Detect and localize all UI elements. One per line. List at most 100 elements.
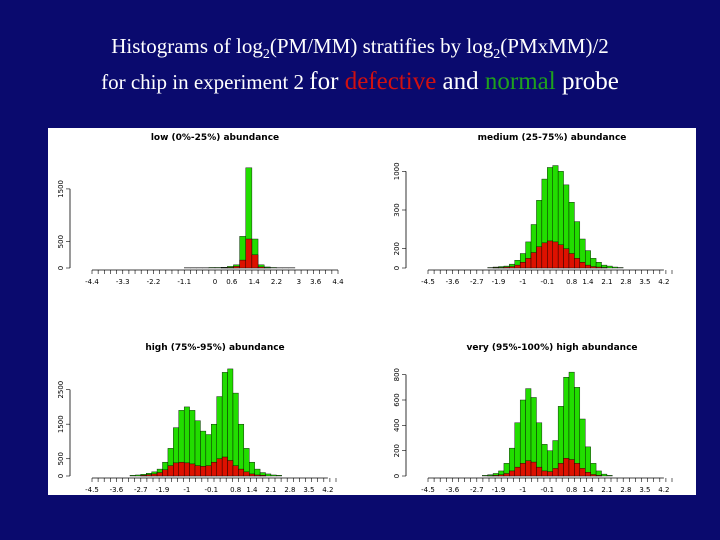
- defective-bar: [245, 238, 253, 269]
- defective-bar: [525, 258, 532, 269]
- defective-bar: [525, 460, 532, 477]
- panel-title: low (0%-25%) abundance: [151, 133, 279, 143]
- defective-bar: [167, 465, 174, 477]
- defective-bar: [557, 244, 564, 269]
- normal-bar: [574, 387, 581, 477]
- y-tick-label: 0: [393, 474, 401, 478]
- x-tick-label: 1.4: [246, 486, 258, 494]
- normal-bar: [270, 267, 277, 269]
- y-tick-label: 200: [393, 242, 401, 255]
- title-text-b: (PM/MM) stratifies by log: [269, 34, 494, 58]
- defective-bar: [536, 466, 543, 477]
- title-line2-a: for chip in experiment 2: [101, 70, 310, 94]
- panel-title: high (75%-95%) abundance: [145, 343, 284, 353]
- defective-bar: [503, 473, 510, 477]
- normal-bar: [208, 267, 216, 269]
- y-tick-label: 1500: [57, 180, 65, 198]
- defective-bar: [541, 242, 548, 269]
- x-tick-label: 1.4: [582, 278, 594, 286]
- title-line-1: Histograms of log2(PM/MM) stratifies by …: [0, 34, 720, 67]
- defective-bar: [243, 471, 250, 477]
- x-tick-label: 1.4: [249, 278, 261, 286]
- x-tick-label: 4.4: [332, 278, 344, 286]
- normal-bar: [482, 475, 488, 477]
- x-tick-label: -0.1: [540, 278, 554, 286]
- normal-bar: [606, 265, 613, 269]
- x-tick-label: -1: [183, 486, 190, 494]
- defective-bar: [541, 470, 548, 477]
- y-tick-label: 500: [57, 235, 65, 248]
- y-tick-label: 0: [57, 266, 65, 270]
- defective-bar: [563, 248, 570, 269]
- x-tick-label: -4.5: [421, 278, 435, 286]
- x-tick-label: 2.1: [601, 278, 612, 286]
- y-tick-label: 300: [393, 203, 401, 216]
- defective-bar: [200, 466, 207, 477]
- x-tick-label: 2.8: [620, 278, 631, 286]
- normal-bar: [585, 446, 591, 477]
- normal-bar: [606, 475, 613, 477]
- defective-bar: [257, 266, 265, 269]
- normal-bar: [265, 473, 272, 477]
- normal-bar: [579, 418, 586, 477]
- defective-bar: [574, 258, 581, 269]
- normal-bar: [590, 463, 597, 477]
- x-tick-label: -1: [519, 278, 526, 286]
- legend-defective-label: defective: [344, 68, 437, 95]
- title-sub-2: 2: [493, 47, 501, 63]
- x-tick-label: 0.8: [230, 486, 241, 494]
- defective-bar: [530, 252, 537, 269]
- defective-bar: [509, 266, 515, 269]
- x-tick-label: -3.6: [110, 486, 124, 494]
- defective-bar: [492, 475, 499, 477]
- defective-bar: [514, 466, 521, 477]
- defective-bar: [568, 253, 575, 269]
- x-tick-label: -4.4: [85, 278, 99, 286]
- defective-bar: [503, 266, 510, 269]
- normal-bar: [227, 368, 234, 477]
- defective-bar: [498, 474, 505, 477]
- x-tick-label: 3: [297, 278, 301, 286]
- defective-bar: [259, 475, 266, 477]
- x-tick-label: 3.6: [310, 278, 322, 286]
- plot-panel-background: [48, 128, 696, 495]
- defective-bar: [156, 472, 163, 477]
- defective-bar: [239, 259, 246, 269]
- defective-bar: [251, 254, 259, 269]
- defective-bar: [552, 241, 559, 269]
- defective-bar: [590, 266, 597, 269]
- defective-bar: [205, 465, 212, 477]
- x-tick-label: -1.1: [177, 278, 191, 286]
- x-tick-label: -3.6: [446, 278, 460, 286]
- x-tick-label: 2.8: [284, 486, 295, 494]
- defective-bar: [519, 463, 526, 477]
- y-tick-label: 0: [57, 474, 65, 478]
- title-line-2: for chip in experiment 2 for defective a…: [0, 68, 720, 96]
- defective-bar: [552, 468, 559, 477]
- defective-bar: [574, 463, 581, 477]
- defective-bar: [227, 267, 234, 269]
- defective-bar: [579, 262, 586, 269]
- defective-bar: [221, 456, 228, 477]
- defective-bar: [211, 461, 217, 477]
- x-tick-label: -0.1: [540, 486, 554, 494]
- defective-bar: [536, 246, 543, 269]
- defective-bar: [238, 468, 245, 477]
- defective-bar: [178, 461, 185, 477]
- title-line2-probe: probe: [555, 68, 619, 95]
- x-tick-label: -1.9: [492, 486, 506, 494]
- panel-title: very (95%-100%) high abundance: [466, 343, 637, 353]
- title-line2-for: for: [309, 68, 345, 95]
- y-tick-label: 500: [57, 452, 65, 465]
- title-text-a: Histograms of log: [111, 34, 263, 58]
- defective-bar: [547, 471, 553, 477]
- defective-bar: [249, 473, 255, 477]
- normal-bar: [232, 392, 239, 477]
- x-tick-label: 2.2: [271, 278, 282, 286]
- x-tick-label: -2.2: [147, 278, 161, 286]
- defective-bar: [146, 474, 152, 477]
- title-sub-1: 2: [262, 47, 270, 63]
- y-tick-label: 0: [393, 266, 401, 270]
- x-tick-label: -4.5: [421, 486, 435, 494]
